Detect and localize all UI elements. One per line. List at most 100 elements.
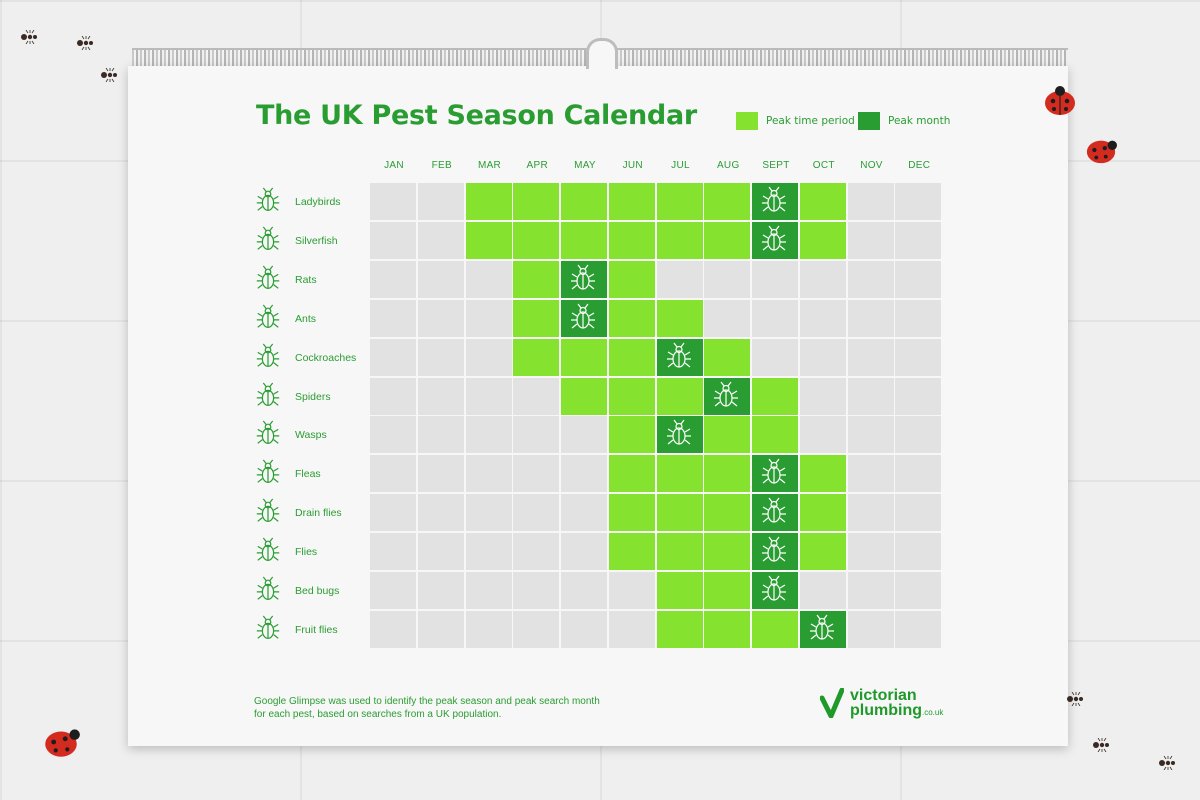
ladybug-decoration-icon: [1086, 140, 1117, 164]
calendar-cell-bed-bugs-feb-off: [417, 572, 464, 609]
calendar-cell-spiders-jan-off: [370, 377, 416, 415]
month-header-may: MAY: [574, 160, 596, 171]
calendar-cell-bed-bugs-apr-off: [513, 572, 560, 609]
calendar-cell-cockroaches-dec-off: [895, 338, 942, 376]
footnote: Google Glimpse was used to identify the …: [254, 696, 600, 720]
calendar-cell-spiders-feb-off: [417, 377, 464, 415]
calendar-cell-wasps-jul-peak-month: [656, 416, 703, 454]
calendar-cell-wasps-jun-peak-period: [608, 416, 655, 454]
calendar-cell-drain-flies-jul-peak-period: [656, 494, 703, 532]
calendar-cell-fleas-dec-off: [895, 455, 942, 493]
calendar-cell-fruit-flies-oct-peak-month: [799, 610, 846, 648]
calendar-cell-fleas-may-off: [561, 455, 607, 493]
month-header-jun: JUN: [622, 160, 643, 171]
calendar-cell-flies-nov-off: [847, 533, 894, 571]
calendar-cell-ladybirds-nov-off: [847, 183, 894, 220]
calendar-cell-ladybirds-feb-off: [417, 183, 464, 220]
legend-label-peak-period: Peak time period: [766, 115, 855, 127]
calendar-cell-silverfish-jan-off: [370, 221, 416, 259]
calendar-cell-cockroaches-oct-off: [799, 338, 846, 376]
calendar-cell-flies-may-off: [561, 533, 607, 571]
calendar-cell-fleas-feb-off: [417, 455, 464, 493]
calendar-cell-ladybirds-oct-peak-period: [799, 183, 846, 220]
calendar-cell-rats-dec-off: [895, 260, 942, 298]
victorian-plumbing-logo: victorian plumbing.co.uk: [820, 688, 943, 720]
calendar-cell-wasps-oct-off: [799, 416, 846, 454]
calendar-cell-ants-sept-off: [752, 299, 798, 337]
calendar-cell-silverfish-sept-peak-month: [752, 221, 798, 259]
calendar-cell-cockroaches-apr-peak-period: [513, 338, 560, 376]
page-title: The UK Pest Season Calendar: [256, 100, 697, 131]
calendar-cell-wasps-dec-off: [895, 416, 942, 454]
pest-label-fruit-flies: Fruit flies: [295, 623, 338, 636]
legend-swatch-peak-month: [858, 112, 880, 130]
calendar-cell-bed-bugs-jul-peak-period: [656, 572, 703, 609]
calendar-cell-cockroaches-jan-off: [370, 338, 416, 376]
calendar-cell-silverfish-dec-off: [895, 221, 942, 259]
calendar-cell-spiders-sept-peak-period: [752, 377, 798, 415]
calendar-cell-ladybirds-may-peak-period: [561, 183, 607, 220]
calendar-cell-flies-sept-peak-month: [752, 533, 798, 571]
calendar-cell-ants-aug-off: [704, 299, 751, 337]
calendar-cell-fruit-flies-feb-off: [417, 610, 464, 648]
calendar-cell-drain-flies-jun-peak-period: [608, 494, 655, 532]
ladybug-decoration-icon: [1045, 86, 1075, 115]
month-header-feb: FEB: [431, 160, 452, 171]
month-header-jul: JUL: [671, 160, 690, 171]
calendar-cell-rats-jan-off: [370, 260, 416, 298]
calendar-cell-cockroaches-may-peak-period: [561, 338, 607, 376]
calendar-cell-cockroaches-feb-off: [417, 338, 464, 376]
calendar-cell-rats-may-peak-month: [561, 260, 607, 298]
calendar-cell-bed-bugs-may-off: [561, 572, 607, 609]
calendar-cell-wasps-mar-off: [465, 416, 512, 454]
calendar-cell-flies-dec-off: [895, 533, 942, 571]
calendar-cell-bed-bugs-sept-peak-month: [752, 572, 798, 609]
calendar-cell-drain-flies-nov-off: [847, 494, 894, 532]
calendar-cell-flies-mar-off: [465, 533, 512, 571]
calendar-cell-fruit-flies-jun-off: [608, 610, 655, 648]
calendar-cell-rats-jul-off: [656, 260, 703, 298]
calendar-cell-silverfish-feb-off: [417, 221, 464, 259]
calendar-cell-rats-apr-peak-period: [513, 260, 560, 298]
calendar-cell-spiders-mar-off: [465, 377, 512, 415]
calendar-cell-ladybirds-apr-peak-period: [513, 183, 560, 220]
calendar-cell-rats-jun-peak-period: [608, 260, 655, 298]
pest-label-ants: Ants: [295, 312, 317, 325]
calendar-cell-silverfish-may-peak-period: [561, 221, 607, 259]
calendar-cell-silverfish-oct-peak-period: [799, 221, 846, 259]
calendar-cell-drain-flies-mar-off: [465, 494, 512, 532]
calendar-cell-ants-mar-off: [465, 299, 512, 337]
ladybug-decoration-icon: [45, 729, 80, 757]
pest-label-fleas: Fleas: [295, 468, 321, 481]
calendar-cell-drain-flies-apr-off: [513, 494, 560, 532]
calendar-cell-rats-mar-off: [465, 260, 512, 298]
fly-icon: [254, 537, 282, 569]
silverfish-icon: [254, 226, 282, 258]
calendar-cell-rats-oct-off: [799, 260, 846, 298]
calendar-cell-wasps-apr-off: [513, 416, 560, 454]
month-header-mar: MAR: [477, 160, 502, 171]
calendar-cell-cockroaches-aug-peak-period: [704, 338, 751, 376]
calendar-cell-wasps-may-off: [561, 416, 607, 454]
calendar-cell-wasps-feb-off: [417, 416, 464, 454]
calendar-cell-flies-aug-peak-period: [704, 533, 751, 571]
calendar-cell-fleas-nov-off: [847, 455, 894, 493]
pest-label-spiders: Spiders: [295, 390, 331, 403]
calendar-cell-silverfish-aug-peak-period: [704, 221, 751, 259]
calendar-cell-ants-jul-peak-period: [656, 299, 703, 337]
fruit-fly-icon: [254, 615, 282, 647]
calendar-cell-fruit-flies-mar-off: [465, 610, 512, 648]
calendar-cell-bed-bugs-oct-off: [799, 572, 846, 609]
legend-swatch-peak-period: [736, 112, 758, 130]
bed-bug-icon: [254, 576, 282, 608]
calendar-cell-flies-jan-off: [370, 533, 416, 571]
legend-peak-period: Peak time period: [736, 112, 855, 130]
calendar-cell-bed-bugs-mar-off: [465, 572, 512, 609]
ant-decoration-icon: [101, 68, 117, 82]
calendar-cell-fleas-jan-off: [370, 455, 416, 493]
month-header-sept: SEPT: [762, 160, 790, 171]
calendar-cell-spiders-oct-off: [799, 377, 846, 415]
calendar-cell-spiders-aug-peak-month: [704, 377, 751, 415]
calendar-cell-fruit-flies-sept-peak-period: [752, 610, 798, 648]
calendar-cell-spiders-jun-peak-period: [608, 377, 655, 415]
